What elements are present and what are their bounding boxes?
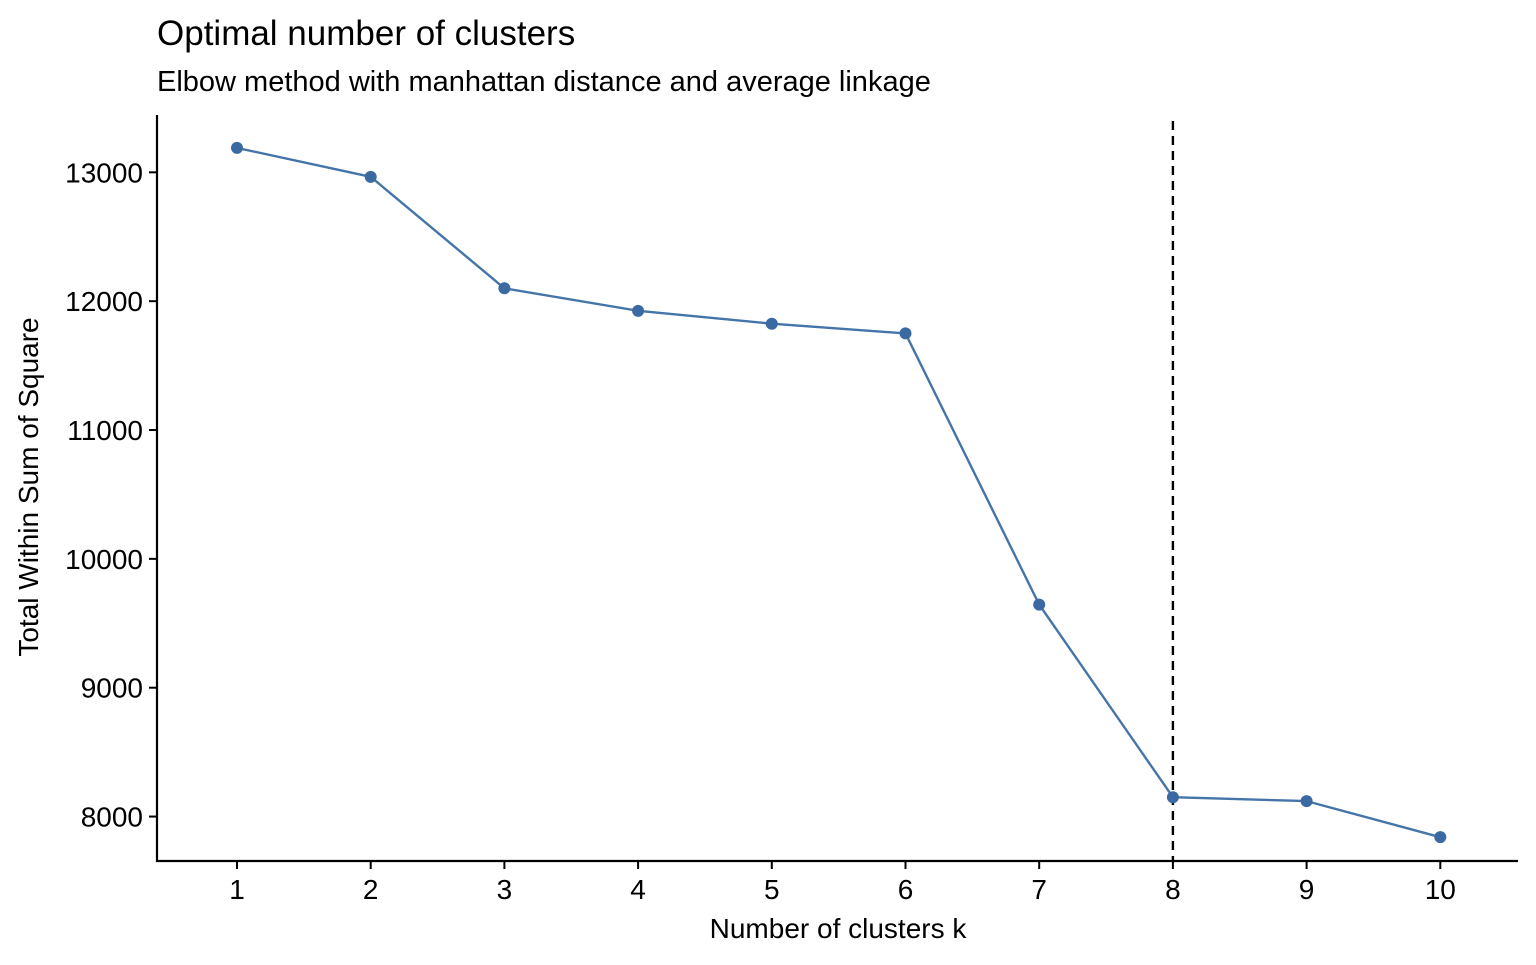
data-point	[1166, 791, 1179, 804]
data-point	[1434, 831, 1447, 844]
data-point	[364, 170, 377, 183]
y-tick-label: 12000	[65, 286, 143, 317]
y-axis-title: Total Within Sum of Square	[13, 317, 44, 656]
y-tick-label: 10000	[65, 544, 143, 575]
x-tick-label: 7	[1031, 874, 1047, 905]
x-tick-label: 3	[497, 874, 513, 905]
y-tick-label: 8000	[81, 802, 143, 833]
plot-area: 8000 9000 10000 11000 12000 13000 1 2 3 4 5 6 7 8 9 10	[65, 115, 1518, 905]
x-tick-label: 9	[1299, 874, 1315, 905]
data-point	[765, 317, 778, 330]
x-tick-label: 8	[1165, 874, 1181, 905]
data-point	[1033, 598, 1046, 611]
data-point	[632, 304, 645, 317]
chart-title: Optimal number of clusters	[157, 14, 575, 53]
chart-subtitle: Elbow method with manhattan distance and…	[157, 66, 931, 98]
data-point	[231, 141, 243, 154]
x-tick-label: 2	[363, 874, 379, 905]
y-tick-label: 13000	[65, 157, 143, 188]
data-point	[899, 327, 912, 340]
x-tick-label: 1	[229, 874, 245, 905]
x-tick-label: 10	[1425, 874, 1456, 905]
x-axis-title: Number of clusters k	[710, 913, 968, 944]
x-tick-label: 5	[764, 874, 780, 905]
y-tick-label: 11000	[67, 415, 143, 446]
y-tick-label: 9000	[81, 673, 143, 704]
data-point	[1300, 795, 1313, 808]
x-tick-label: 4	[630, 874, 646, 905]
x-tick-label: 6	[898, 874, 914, 905]
series-line	[236, 146, 1441, 839]
data-point	[498, 282, 511, 295]
